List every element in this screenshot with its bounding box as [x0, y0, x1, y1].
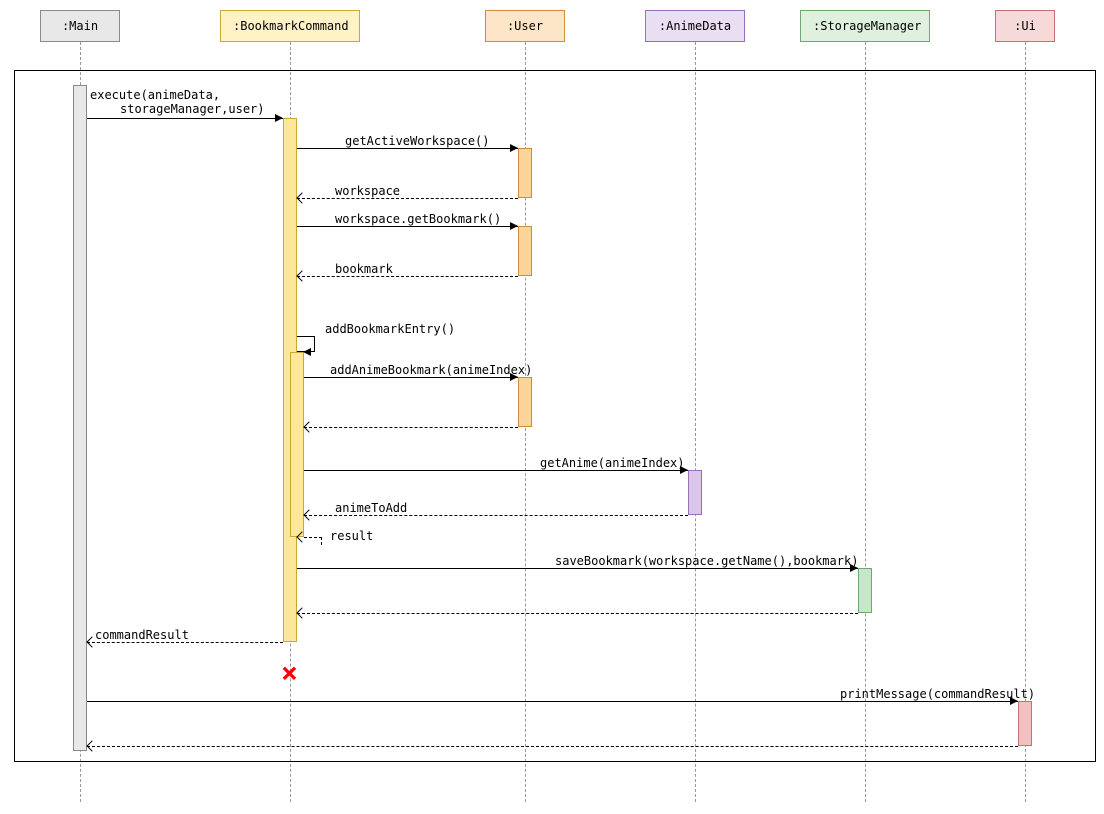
- msg-printmessage-line: [87, 701, 1018, 702]
- msg-savebookmark-arrow: [850, 564, 858, 572]
- msg-savebookmark-return-line: [297, 613, 858, 614]
- msg-printmessage-label: printMessage(commandResult): [840, 687, 1035, 701]
- activation-cmd-nested: [290, 352, 304, 537]
- msg-bookmark-line: [297, 276, 518, 277]
- participant-main: :Main: [40, 10, 120, 42]
- msg-commandresult-line: [87, 642, 283, 643]
- msg-workspace-label: workspace: [335, 184, 400, 198]
- participant-animedata: :AnimeData: [645, 10, 745, 42]
- msg-getanime-line: [304, 470, 688, 471]
- msg-getactiveworkspace-label: getActiveWorkspace(): [345, 134, 490, 148]
- participant-ui: :Ui: [995, 10, 1055, 42]
- participant-anime-label: :AnimeData: [659, 19, 731, 33]
- msg-getanime-label: getAnime(animeIndex): [540, 456, 685, 470]
- activation-user-3: [518, 377, 532, 427]
- msg-getbookmark-label: workspace.getBookmark(): [335, 212, 501, 226]
- msg-getbookmark-line: [297, 226, 518, 227]
- activation-storage: [858, 568, 872, 613]
- msg-animetoadd-line: [304, 515, 688, 516]
- participant-user: :User: [485, 10, 565, 42]
- msg-addanimebookmark-arrow: [510, 373, 518, 381]
- activation-user-2: [518, 226, 532, 276]
- msg-execute-arrow: [275, 114, 283, 122]
- msg-commandresult-label: commandResult: [95, 628, 189, 642]
- msg-getanime-arrow: [680, 466, 688, 474]
- msg-getactiveworkspace-line: [297, 148, 518, 149]
- msg-result-label: result: [330, 529, 373, 543]
- activation-anime: [688, 470, 702, 515]
- msg-execute-label-1: execute(animeData,: [90, 88, 220, 102]
- msg-getbookmark-arrow: [510, 222, 518, 230]
- msg-execute-label-2: storageManager,user): [120, 102, 265, 116]
- participant-main-label: :Main: [62, 19, 98, 33]
- msg-bookmark-label: bookmark: [335, 262, 393, 276]
- participant-bookmarkcommand: :BookmarkCommand: [220, 10, 360, 42]
- participant-ui-label: :Ui: [1014, 19, 1036, 33]
- msg-savebookmark-line: [297, 568, 858, 569]
- msg-addanimebookmark-return-line: [304, 427, 518, 428]
- msg-result-loop: [304, 537, 322, 545]
- msg-addanimebookmark-label: addAnimeBookmark(animeIndex): [330, 363, 532, 377]
- participant-user-label: :User: [507, 19, 543, 33]
- msg-getactiveworkspace-arrow: [510, 144, 518, 152]
- msg-printmessage-return-line: [87, 746, 1018, 747]
- msg-animetoadd-label: animeToAdd: [335, 501, 407, 515]
- msg-addbookmarkentry-label: addBookmarkEntry(): [325, 322, 455, 336]
- participant-storage-label: :StorageManager: [813, 19, 921, 33]
- participant-cmd-label: :BookmarkCommand: [233, 19, 349, 33]
- msg-workspace-line: [297, 198, 518, 199]
- interaction-frame: [14, 70, 1096, 762]
- destroy-icon: ×: [281, 656, 298, 689]
- activation-main: [73, 85, 87, 751]
- participant-storagemanager: :StorageManager: [800, 10, 930, 42]
- msg-savebookmark-label: saveBookmark(workspace.getName(),bookmar…: [555, 554, 858, 568]
- msg-addbookmarkentry-arrow: [303, 348, 311, 356]
- activation-ui: [1018, 701, 1032, 746]
- activation-user-1: [518, 148, 532, 198]
- msg-printmessage-arrow: [1010, 697, 1018, 705]
- msg-execute-line: [87, 118, 283, 119]
- msg-addanimebookmark-line: [304, 377, 518, 378]
